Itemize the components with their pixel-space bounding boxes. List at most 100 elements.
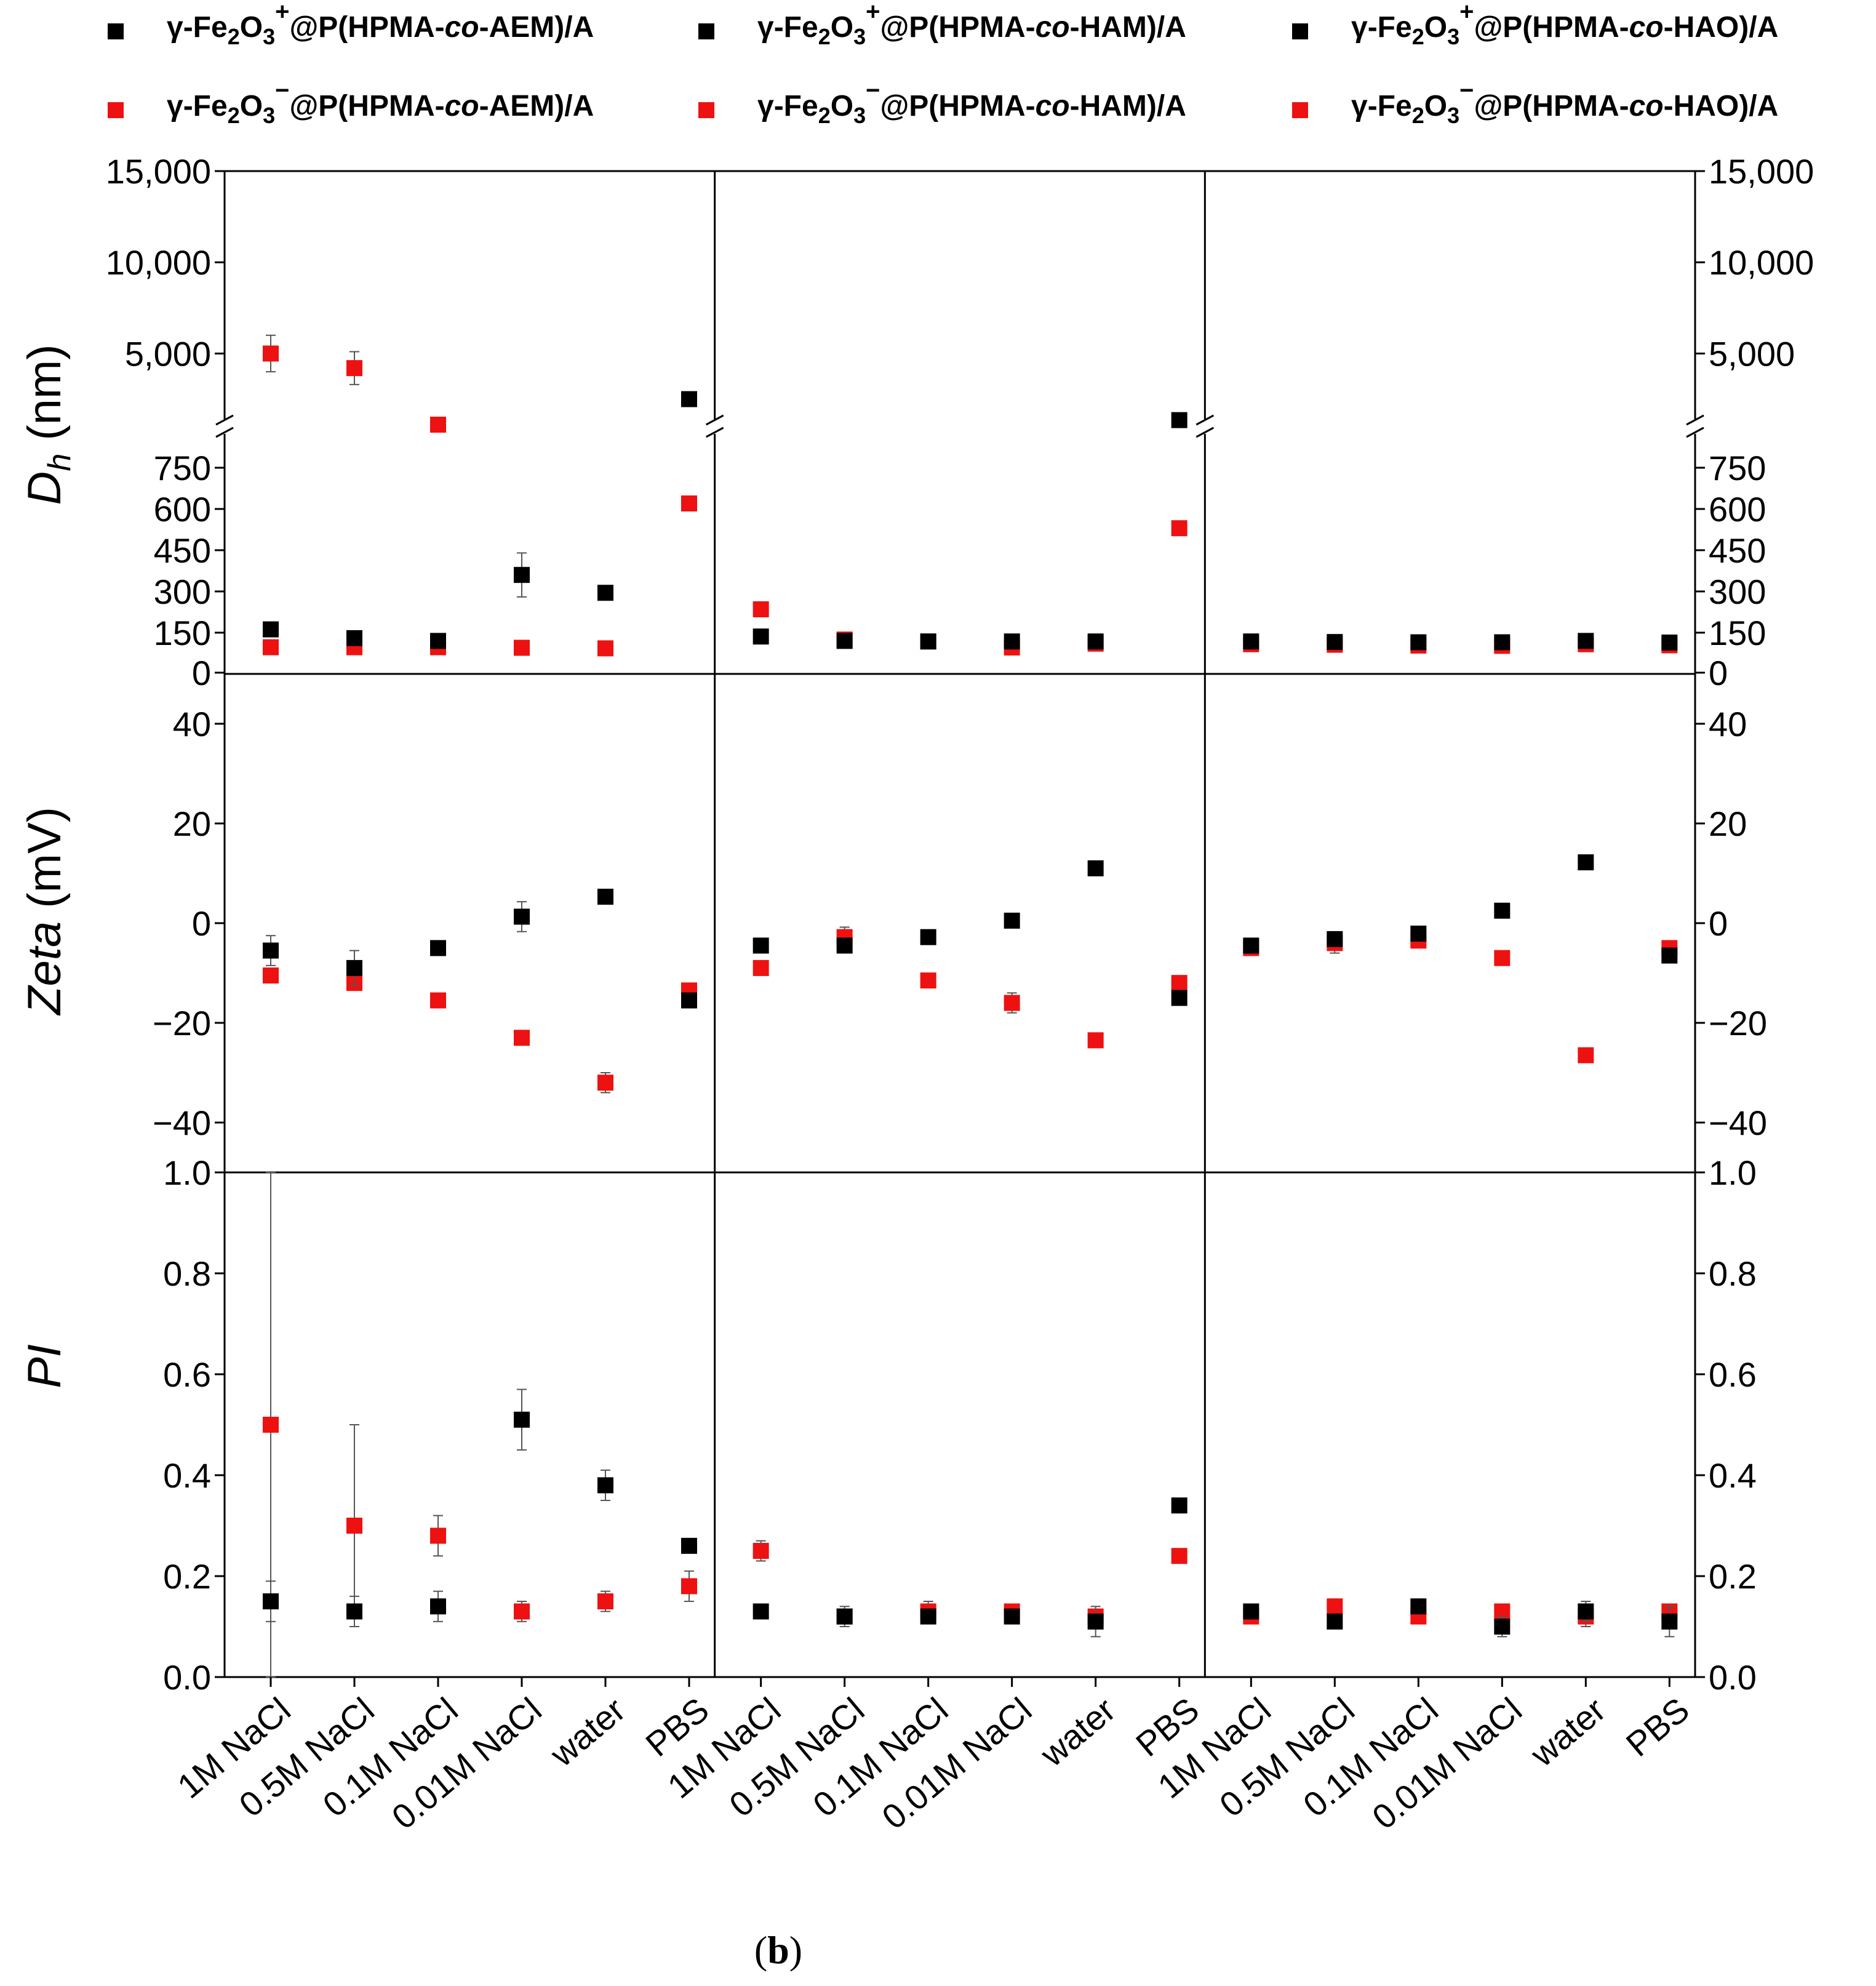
anion-point-pi [681, 1578, 697, 1595]
legend-marker [698, 23, 714, 39]
x-tick-label: water [543, 1690, 633, 1774]
anion-point-dh [681, 495, 697, 512]
cation-point-pi [430, 1598, 446, 1615]
y-tick-label-right-dh: 0 [1709, 654, 1728, 692]
cation-point-zeta [430, 940, 446, 956]
legend-marker [1292, 102, 1308, 118]
cation-point-pi [836, 1608, 853, 1625]
y-tick-label-right-dh: 10,000 [1709, 243, 1814, 282]
y-tick-label-dh: 150 [154, 614, 211, 652]
axis-break-mark [1686, 426, 1704, 438]
y-tick-label-dh: 600 [154, 490, 211, 529]
y-tick-label-pi: 0.6 [163, 1355, 211, 1394]
anion-point-dh [597, 640, 613, 657]
axis-break-mark [1195, 414, 1215, 426]
y-tick-label-pi: 0.8 [163, 1254, 211, 1293]
y-tick-label-right-dh: 450 [1709, 531, 1766, 570]
cation-point-pi [1087, 1613, 1104, 1630]
y-tick-label-pi: 1.0 [163, 1153, 211, 1192]
y-tick-label-right-zeta: −20 [1709, 1004, 1767, 1043]
anion-point-zeta [1087, 1032, 1104, 1049]
y-tick-label-right-zeta: 20 [1709, 804, 1747, 843]
legend-label: γ-Fe2O3−@P(HPMA-co-HAO)/A [1351, 77, 1778, 128]
anion-point-pi [1327, 1598, 1343, 1615]
cation-point-dh [430, 633, 446, 649]
cation-point-zeta [1171, 990, 1187, 1006]
cation-point-dh [920, 633, 936, 650]
anion-point-pi [514, 1603, 530, 1620]
y-tick-label-dh: 10,000 [106, 243, 211, 282]
cation-point-zeta [1243, 937, 1259, 954]
cation-point-pi [1327, 1613, 1343, 1630]
plot-frame [223, 170, 1696, 1678]
anion-point-pi [1171, 1548, 1187, 1564]
legend-label: γ-Fe2O3+@P(HPMA-co-HAM)/A [757, 0, 1186, 49]
y-tick-label-right-dh: 5,000 [1709, 334, 1795, 373]
cation-point-zeta [681, 992, 697, 1009]
anion-point-zeta [920, 972, 936, 989]
y-tick-label-right-dh: 300 [1709, 572, 1766, 611]
cation-point-dh [1087, 633, 1104, 650]
data-points [263, 334, 1678, 1678]
legend: γ-Fe2O3+@P(HPMA-co-AEM)/A γ-Fe2O3+@P(HPMA… [108, 0, 1778, 128]
y-tick-label-right-zeta: −40 [1709, 1103, 1767, 1142]
cation-point-dh [1243, 633, 1259, 650]
y-axis-title-dh: Dh (nm) [18, 344, 78, 505]
y-tick-label-right-dh: 750 [1709, 449, 1766, 487]
y-tick-label-dh: 15,000 [106, 152, 211, 191]
legend-marker [108, 102, 124, 118]
anion-point-zeta [430, 992, 446, 1009]
cation-point-pi [597, 1477, 613, 1494]
y-tick-label-right-dh: 15,000 [1709, 152, 1814, 191]
y-tick-label-right-pi: 0.8 [1709, 1254, 1757, 1293]
cation-point-pi [752, 1603, 769, 1620]
legend-marker [1292, 23, 1308, 39]
anion-point-zeta [1494, 950, 1511, 966]
cation-point-dh [1171, 412, 1187, 428]
anion-point-pi [346, 1518, 362, 1534]
axis-break-mark [705, 426, 724, 438]
cation-point-zeta [836, 937, 853, 954]
cation-point-pi [1494, 1619, 1511, 1635]
y-tick-label-pi: 0.4 [163, 1456, 211, 1495]
anion-point-pi [597, 1593, 613, 1609]
cation-point-dh [1004, 633, 1020, 650]
legend-marker [698, 102, 714, 118]
legend-marker [108, 23, 124, 39]
x-tick-label: water [1523, 1690, 1613, 1774]
y-tick-label-right-pi: 1.0 [1709, 1153, 1757, 1192]
x-tick-label: water [1032, 1690, 1122, 1774]
y-tick-label-zeta: 20 [173, 804, 211, 843]
cation-point-pi [1410, 1598, 1427, 1615]
cation-point-zeta [1410, 926, 1427, 942]
y-tick-label-zeta: −20 [153, 1004, 211, 1043]
y-tick-label-zeta: −40 [153, 1103, 211, 1142]
anion-point-dh [263, 639, 279, 655]
y-axis-title-pi: PI [18, 1344, 71, 1388]
cation-point-dh [1661, 635, 1678, 651]
cation-point-zeta [514, 908, 530, 925]
cation-point-zeta [1087, 860, 1104, 876]
anion-point-zeta [1004, 995, 1020, 1011]
legend-label: γ-Fe2O3−@P(HPMA-co-AEM)/A [167, 77, 594, 128]
y-tick-label-right-zeta: 40 [1709, 705, 1747, 743]
anion-point-pi [263, 1417, 279, 1433]
axis-break-mark [1195, 426, 1215, 438]
y-tick-label-dh: 300 [154, 572, 211, 611]
cation-point-zeta [752, 937, 769, 954]
cation-point-dh [1494, 634, 1511, 651]
cation-point-pi [1171, 1497, 1187, 1514]
y-tick-label-right-dh: 600 [1709, 490, 1766, 529]
cation-point-dh [1327, 634, 1343, 651]
y-axis-title-zeta: Zeta (mV) [18, 807, 71, 1016]
cation-point-dh [346, 630, 362, 646]
y-tick-label-right-pi: 0.0 [1709, 1658, 1757, 1697]
y-tick-label-right-pi: 0.6 [1709, 1355, 1757, 1394]
cation-point-zeta [346, 959, 362, 976]
figure-caption: (b) [754, 1928, 802, 1972]
cation-point-zeta [1578, 854, 1594, 871]
y-tick-label-right-pi: 0.2 [1709, 1557, 1757, 1596]
cation-point-dh [681, 391, 697, 407]
